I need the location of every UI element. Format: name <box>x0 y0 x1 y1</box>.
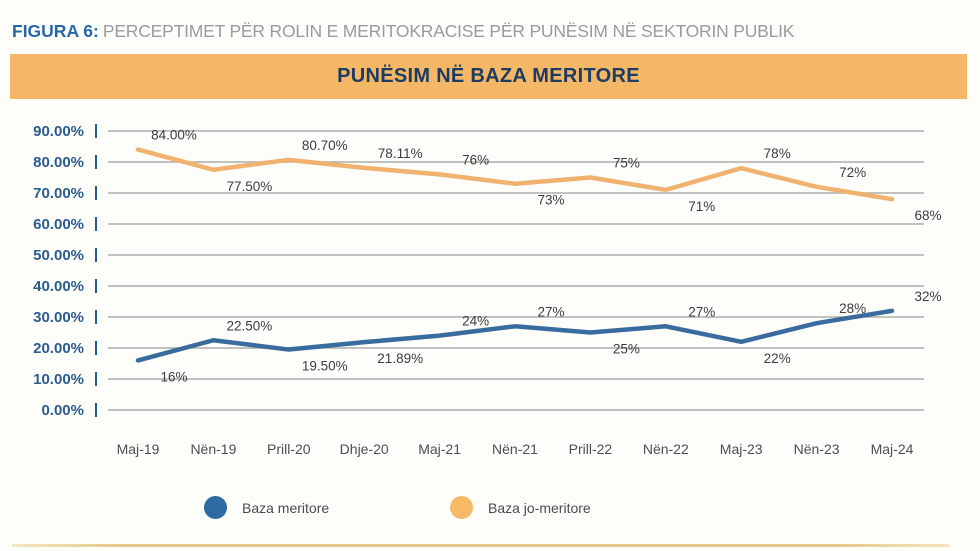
x-axis-label: Nën-19 <box>190 441 236 457</box>
data-label-baza-meritore: 28% <box>839 301 866 316</box>
y-axis-label: 0.00% <box>41 402 84 419</box>
x-axis-label: Dhje-20 <box>340 441 389 457</box>
data-label-baza-jo-meritore: 80.70% <box>302 138 348 153</box>
x-axis-label: Maj-21 <box>418 441 461 457</box>
data-label-baza-jo-meritore: 68% <box>914 208 941 223</box>
data-label-baza-jo-meritore: 77.50% <box>227 179 273 194</box>
legend-marker-icon <box>450 496 473 519</box>
chart-legend: Baza meritore Baza jo-meritore <box>0 488 980 532</box>
x-axis-label: Prill-22 <box>569 441 613 457</box>
x-axis-label: Prill-20 <box>267 441 311 457</box>
x-axis-label: Nën-23 <box>794 441 840 457</box>
figure-number-label: FIGURA 6: <box>12 21 99 41</box>
y-axis-label: 50.00% <box>33 247 84 264</box>
data-label-baza-jo-meritore: 73% <box>537 193 564 208</box>
data-label-baza-meritore: 24% <box>462 314 489 329</box>
legend-item-baza-jo-meritore: Baza jo-meritore <box>450 496 591 519</box>
x-axis-label: Nën-22 <box>643 441 689 457</box>
x-axis-label: Maj-23 <box>720 441 763 457</box>
y-axis-label: 60.00% <box>33 216 84 233</box>
data-label-baza-jo-meritore: 72% <box>839 165 866 180</box>
y-axis-label: 10.00% <box>33 371 84 388</box>
chart-title: PUNËSIM NË BAZA MERITORE <box>337 65 640 87</box>
bottom-divider <box>12 544 950 547</box>
figure-title: PERCEPTIMET PËR ROLIN E MERITOKRACISE PË… <box>102 21 795 41</box>
x-axis-label: Nën-21 <box>492 441 538 457</box>
figure-caption: FIGURA 6: PERCEPTIMET PËR ROLIN E MERITOK… <box>12 21 794 42</box>
data-label-baza-jo-meritore: 84.00% <box>151 128 197 143</box>
data-label-baza-jo-meritore: 71% <box>688 199 715 214</box>
data-label-baza-meritore: 21.89% <box>377 351 423 366</box>
legend-marker-icon <box>204 496 227 519</box>
data-label-baza-meritore: 25% <box>613 342 640 357</box>
legend-label: Baza meritore <box>242 499 330 516</box>
data-label-baza-jo-meritore: 78% <box>764 146 791 161</box>
legend-item-baza-meritore: Baza meritore <box>204 496 329 519</box>
y-axis-label: 40.00% <box>33 278 84 295</box>
y-axis-label: 30.00% <box>33 309 84 326</box>
data-label-baza-meritore: 27% <box>537 304 564 319</box>
y-axis-label: 80.00% <box>33 154 84 171</box>
data-label-baza-jo-meritore: 76% <box>462 152 489 167</box>
series-line-baza-jo-meritore <box>135 147 895 202</box>
data-label-baza-meritore: 27% <box>688 304 715 319</box>
series-line-baza-meritore <box>135 308 895 363</box>
chart-title-banner: PUNËSIM NË BAZA MERITORE <box>10 54 967 99</box>
x-axis-label: Maj-19 <box>117 441 160 457</box>
legend-label: Baza jo-meritore <box>488 499 591 516</box>
line-chart: 90.00% 80.00% 70.00% 60.00% 50.00% 40.00% 30.0… <box>33 123 941 457</box>
y-axis-label: 90.00% <box>33 123 84 140</box>
y-axis-label: 20.00% <box>33 340 84 357</box>
data-label-baza-jo-meritore: 78.11% <box>378 146 423 161</box>
data-label-baza-meritore: 32% <box>914 289 941 304</box>
data-label-baza-meritore: 22% <box>764 351 791 366</box>
data-label-baza-meritore: 16% <box>160 369 187 384</box>
data-label-baza-meritore: 22.50% <box>227 318 273 333</box>
x-axis-label: Maj-24 <box>871 441 914 457</box>
data-label-baza-meritore: 19.50% <box>302 359 348 374</box>
y-axis-label: 70.00% <box>33 185 84 202</box>
data-label-baza-jo-meritore: 75% <box>613 156 640 171</box>
